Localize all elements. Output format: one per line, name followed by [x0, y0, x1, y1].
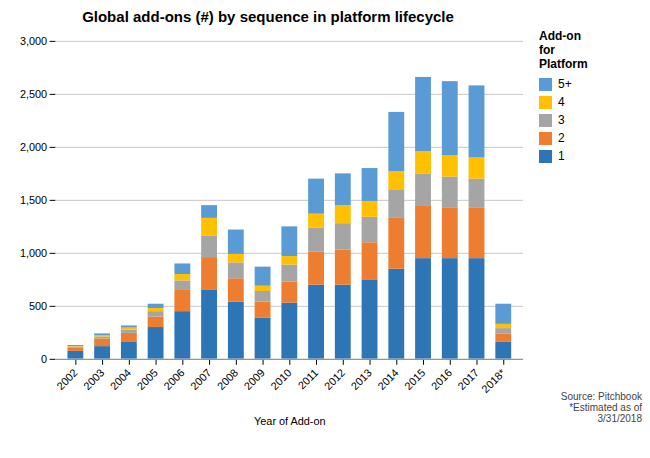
- html-text:Add-on for Platform: Add-on for Platform: [539, 29, 588, 71]
- svg-text:500: 500: [29, 300, 47, 312]
- svg-text:2014: 2014: [375, 366, 401, 392]
- svg-text:2010: 2010: [268, 366, 294, 392]
- svg-text:0: 0: [41, 353, 47, 365]
- html-text:5+: 5+: [558, 77, 572, 91]
- html-text:3: 3: [558, 113, 565, 127]
- svg-text:3,000: 3,000: [20, 35, 47, 47]
- svg-text:2009: 2009: [241, 366, 267, 392]
- svg-text:2002: 2002: [54, 366, 80, 392]
- svg-text:1,000: 1,000: [20, 247, 47, 259]
- svg-text:2017: 2017: [455, 366, 481, 392]
- svg-text:2006: 2006: [161, 366, 187, 392]
- svg-text:2008: 2008: [215, 366, 241, 392]
- svg-text:2013: 2013: [348, 366, 374, 392]
- svg-text:2005: 2005: [134, 366, 160, 392]
- html-text:4: 4: [558, 95, 565, 109]
- svg-text:2004: 2004: [108, 366, 134, 392]
- svg-text:2018*: 2018*: [479, 366, 508, 395]
- svg-text:2003: 2003: [81, 366, 107, 392]
- html-text:2: 2: [558, 131, 565, 145]
- html-text:1: 1: [558, 149, 565, 163]
- svg-text:2007: 2007: [188, 366, 214, 392]
- svg-text:2011: 2011: [295, 366, 320, 391]
- svg-text:2,000: 2,000: [20, 141, 47, 153]
- html-text:Global add-ons (#) by sequence: Global add-ons (#) by sequence in platfo…: [82, 8, 454, 25]
- svg-text:1,500: 1,500: [20, 194, 47, 206]
- svg-text:2015: 2015: [402, 366, 428, 392]
- svg-text:Year of Add-on: Year of Add-on: [254, 415, 326, 427]
- html-text:Source: Pitchbook *Estimated a: Source: Pitchbook *Estimated as of 3/31/…: [560, 391, 642, 425]
- svg-text:2016: 2016: [429, 366, 455, 392]
- svg-text:2,500: 2,500: [20, 88, 47, 100]
- svg-text:2012: 2012: [322, 366, 348, 392]
